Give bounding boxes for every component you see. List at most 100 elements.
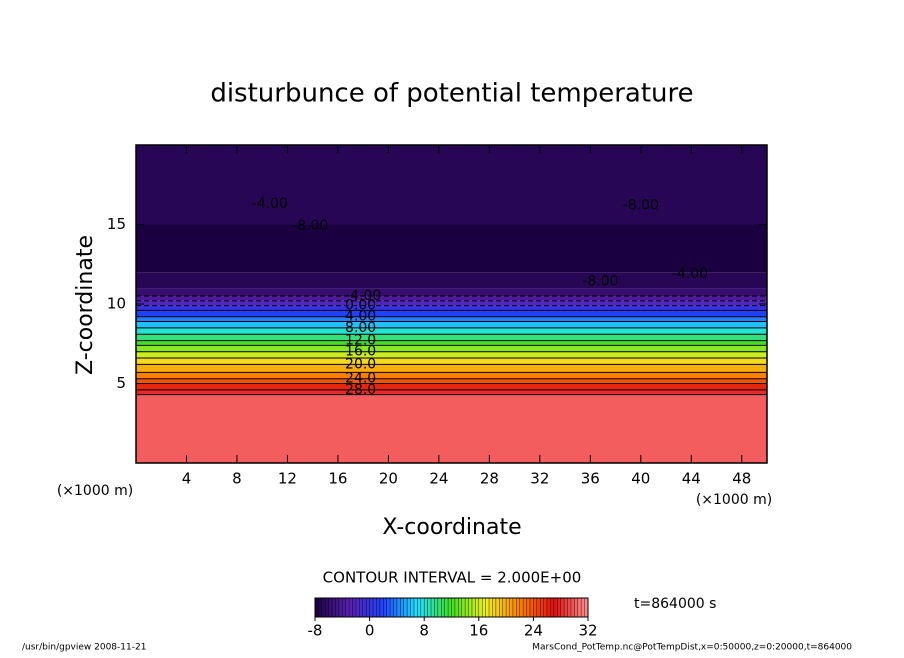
colorbar-cell bbox=[451, 598, 456, 617]
colorbar-cell bbox=[516, 598, 521, 617]
field-band bbox=[136, 378, 767, 384]
colorbar-cell bbox=[427, 598, 432, 617]
colorbar-cell bbox=[393, 598, 398, 617]
contour-label: 16.0 bbox=[345, 344, 376, 360]
field-band bbox=[136, 389, 767, 395]
colorbar-cell bbox=[495, 598, 500, 617]
colorbar-cell bbox=[338, 598, 343, 617]
colorbar-cell bbox=[570, 598, 575, 617]
time-label: t=864000 s bbox=[634, 596, 716, 612]
colorbar-cell bbox=[519, 598, 524, 617]
colorbar-cell bbox=[434, 598, 439, 617]
colorbar-frame bbox=[314, 597, 589, 618]
colorbar-cell bbox=[424, 598, 429, 617]
colorbar-cell bbox=[349, 598, 354, 617]
colorbar-cell bbox=[547, 598, 551, 617]
colorbar-cell bbox=[373, 598, 377, 617]
colorbar-cell bbox=[482, 598, 487, 617]
colorbar-cell bbox=[410, 598, 415, 617]
contour-label: 8.00 bbox=[345, 320, 376, 336]
colorbar-cell bbox=[468, 598, 473, 617]
contour-label: 24.0 bbox=[345, 371, 376, 387]
field-band bbox=[136, 288, 767, 297]
colorbar-tick-label: -8 bbox=[308, 622, 323, 640]
colorbar-cell bbox=[403, 598, 408, 617]
field-band bbox=[136, 327, 767, 335]
colorbar-tick-label: 16 bbox=[469, 622, 488, 640]
colorbar-cell bbox=[413, 598, 418, 617]
colorbar-cell bbox=[376, 598, 381, 617]
colorbar-cell bbox=[574, 598, 579, 617]
colorbar-cell bbox=[345, 598, 350, 617]
colorbar-cell bbox=[529, 598, 534, 617]
x-tick-label: 48 bbox=[732, 470, 751, 488]
colorbar-cell bbox=[342, 598, 347, 617]
colorbar-cell bbox=[523, 598, 528, 617]
x-axis-label: X-coordinate bbox=[382, 515, 521, 540]
colorbar-cell bbox=[383, 598, 388, 617]
y-tick-label: 15 bbox=[107, 215, 126, 233]
colorbar-cell bbox=[318, 598, 323, 617]
field-band bbox=[136, 383, 767, 390]
colorbar-cell bbox=[437, 598, 442, 617]
field-band bbox=[136, 272, 767, 289]
colorbar-cell bbox=[335, 598, 340, 617]
x-tick-label: 28 bbox=[480, 470, 499, 488]
y-axis-label: Z-coordinate bbox=[73, 235, 98, 375]
x-unit-label: (×1000 m) bbox=[696, 492, 772, 508]
colorbar-cell bbox=[492, 598, 497, 617]
contour-label: 28.0 bbox=[345, 382, 376, 398]
colorbar-cell bbox=[355, 598, 360, 617]
colorbar-cell bbox=[465, 598, 470, 617]
colorbar-cell bbox=[536, 598, 541, 617]
colorbar-cell bbox=[444, 598, 449, 617]
x-tick-label: 44 bbox=[682, 470, 701, 488]
colorbar-cell bbox=[390, 598, 394, 617]
colorbar-cell bbox=[502, 598, 507, 617]
contour-interval: CONTOUR INTERVAL = 2.000E+00 bbox=[323, 569, 582, 587]
contour-label: -4.00 bbox=[252, 196, 288, 212]
colorbar-cell bbox=[332, 598, 336, 617]
colorbar-cell bbox=[512, 598, 517, 617]
colorbar-cell bbox=[509, 598, 514, 617]
contour-label: -8.00 bbox=[292, 218, 328, 234]
colorbar-cell bbox=[461, 598, 466, 617]
colorbar-cell bbox=[359, 598, 364, 617]
colorbar-cell bbox=[526, 598, 531, 617]
contour-label: -8.00 bbox=[582, 274, 618, 290]
colorbar-cell bbox=[577, 598, 582, 617]
contour-label: -4.00 bbox=[345, 288, 381, 304]
x-tick-label: 8 bbox=[232, 470, 242, 488]
field-band bbox=[136, 305, 767, 311]
colorbar-cell bbox=[400, 598, 405, 617]
contour-label: -4.00 bbox=[672, 266, 708, 282]
x-tick-label: 12 bbox=[278, 470, 297, 488]
colorbar-tick-label: 32 bbox=[578, 622, 597, 640]
field-band bbox=[136, 300, 767, 306]
colorbar-cell bbox=[396, 598, 401, 617]
colorbar-cell bbox=[581, 598, 586, 617]
field-band bbox=[136, 145, 767, 225]
colorbar-tick-label: 0 bbox=[365, 622, 375, 640]
colorbar-cell bbox=[557, 598, 562, 617]
colorbar-cell bbox=[506, 598, 511, 617]
colorbar-cell bbox=[533, 598, 538, 617]
x-tick-label: 24 bbox=[429, 470, 448, 488]
colorbar-tick-label: 8 bbox=[419, 622, 429, 640]
colorbar-cell bbox=[448, 598, 452, 617]
contour-label: 4.00 bbox=[345, 309, 376, 325]
colorbar-cell bbox=[431, 598, 435, 617]
field-band bbox=[136, 224, 767, 273]
colorbar-cell bbox=[420, 598, 425, 617]
colorbar-cell bbox=[540, 598, 545, 617]
colorbar-cell bbox=[458, 598, 463, 617]
field-band bbox=[136, 340, 767, 346]
colorbar-cell bbox=[485, 598, 490, 617]
colorbar-cell bbox=[454, 598, 459, 617]
colorbar-cell bbox=[567, 598, 572, 617]
colorbar-cell bbox=[386, 598, 391, 617]
colorbar-cell bbox=[560, 598, 565, 617]
x-tick-label: 16 bbox=[328, 470, 347, 488]
colorbar-cell bbox=[352, 598, 357, 617]
footer-right: MarsCond_PotTemp.nc@PotTempDist,x=0:5000… bbox=[532, 643, 852, 653]
